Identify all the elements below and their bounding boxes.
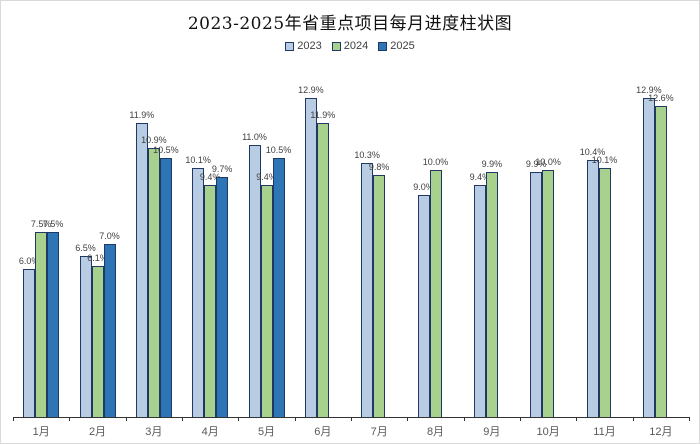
x-axis-label-10月: 10月	[536, 426, 560, 438]
bar-2024-2月	[91, 266, 104, 417]
x-axis-label-12月: 12月	[649, 426, 673, 438]
x-axis-tick	[520, 417, 521, 421]
x-axis-tick	[407, 417, 409, 421]
bar-2025-4月	[216, 177, 229, 417]
bar-value-label: 6.0%	[18, 256, 40, 266]
x-axis-tick	[351, 417, 352, 421]
bar-value-label: 10.3%	[354, 150, 380, 160]
bar-value-label: 11.9%	[310, 110, 336, 120]
bar-2024-9月	[485, 172, 498, 417]
x-axis-label-4月: 4月	[201, 426, 219, 438]
x-axis-tick	[182, 417, 183, 421]
bar-value-label: 10.0%	[535, 157, 561, 167]
bar-2024-10月	[542, 170, 555, 417]
x-axis-tick	[69, 417, 71, 421]
legend-label: 2024	[343, 40, 369, 52]
legend-swatch-icon	[378, 41, 388, 51]
bar-value-label: 7.0%	[99, 231, 120, 241]
bar-2025-2月	[103, 244, 116, 417]
bar-2023-9月	[473, 185, 486, 417]
x-axis-tick	[576, 417, 578, 421]
bar-value-label: 9.9%	[525, 159, 547, 169]
bar-value-label: 9.4%	[199, 172, 221, 182]
bar-value-label: 10.5%	[153, 145, 179, 155]
x-axis-tick	[125, 417, 127, 421]
bar-2024-4月	[204, 185, 217, 417]
x-axis-tick	[238, 417, 240, 421]
x-axis-tick	[463, 417, 465, 421]
bar-2023-4月	[192, 168, 205, 417]
bar-value-label: 9.7%	[211, 164, 233, 174]
bar-value-label: 9.4%	[469, 172, 491, 182]
bar-value-label: 12.9%	[636, 85, 662, 95]
bar-value-label: 6.5%	[75, 243, 96, 253]
legend-item-2023[interactable]: 2023	[285, 40, 322, 52]
bar-2023-6月	[304, 98, 317, 417]
x-axis-label-8月: 8月	[426, 426, 445, 438]
bar-2023-12月	[642, 98, 655, 417]
bar-2024-12月	[654, 106, 667, 417]
x-axis-label-6月: 6月	[314, 426, 332, 438]
legend-swatch-icon	[285, 41, 295, 51]
legend-item-2024[interactable]: 2024	[331, 40, 369, 52]
bar-2024-11月	[598, 168, 611, 417]
x-axis-tick	[632, 417, 634, 421]
bar-value-label: 9.9%	[481, 159, 503, 169]
bar-2023-8月	[417, 195, 430, 417]
x-axis-label-7月: 7月	[370, 426, 388, 438]
x-axis-label-2月: 2月	[88, 426, 107, 438]
bar-2024-1月	[35, 232, 48, 417]
bar-2023-2月	[79, 256, 92, 417]
bar-2024-6月	[316, 123, 329, 417]
bar-value-label: 7.5%	[30, 219, 52, 229]
bar-2024-7月	[373, 175, 386, 417]
bar-value-label: 6.1%	[87, 253, 108, 263]
bar-value-label: 10.5%	[265, 145, 292, 155]
x-axis-label-1月: 1月	[32, 426, 50, 438]
x-axis-tick	[294, 417, 296, 421]
bar-value-label: 10.0%	[422, 157, 449, 167]
bar-value-label: 10.9%	[141, 135, 167, 145]
bar-2023-1月	[23, 269, 36, 417]
bar-2024-3月	[147, 148, 160, 417]
legend-swatch-icon	[331, 41, 341, 51]
chart-legend: 2023 2024 2025	[1, 40, 699, 52]
x-axis-label-3月: 3月	[145, 426, 163, 438]
bar-2023-5月	[248, 145, 261, 417]
bar-value-label: 7.5%	[42, 219, 64, 229]
bar-value-label: 11.9%	[129, 110, 155, 120]
bar-value-label: 11.0%	[242, 132, 267, 142]
x-axis-label-5月: 5月	[257, 426, 276, 438]
bar-2023-10月	[530, 172, 543, 417]
bar-2024-5月	[260, 185, 273, 417]
bar-value-label: 12.6%	[648, 93, 674, 103]
legend-label: 2025	[390, 40, 415, 52]
bar-value-label: 10.4%	[579, 147, 606, 157]
x-axis-label-11月: 11月	[593, 426, 616, 438]
x-axis-tick	[689, 417, 690, 421]
bar-2025-1月	[47, 232, 60, 417]
bar-2025-3月	[159, 158, 172, 417]
bar-value-label: 10.1%	[185, 155, 211, 165]
bar-value-label: 9.8%	[368, 162, 390, 172]
bar-2023-3月	[135, 123, 148, 417]
legend-item-2025[interactable]: 2025	[378, 40, 415, 52]
legend-label: 2023	[297, 40, 322, 52]
x-axis-tick	[13, 417, 14, 421]
bar-value-label: 9.0%	[413, 182, 434, 192]
x-axis-label-9月: 9月	[483, 426, 501, 438]
bar-value-label: 12.9%	[298, 85, 324, 95]
bar-2025-5月	[272, 158, 285, 417]
bar-2023-11月	[586, 160, 599, 417]
chart-title: 2023-2025年省重点项目每月进度柱状图	[187, 14, 513, 34]
bar-2024-8月	[429, 170, 442, 417]
bar-value-label: 9.4%	[256, 172, 277, 182]
bar-2023-7月	[361, 163, 374, 417]
bar-value-label: 10.1%	[591, 155, 618, 165]
